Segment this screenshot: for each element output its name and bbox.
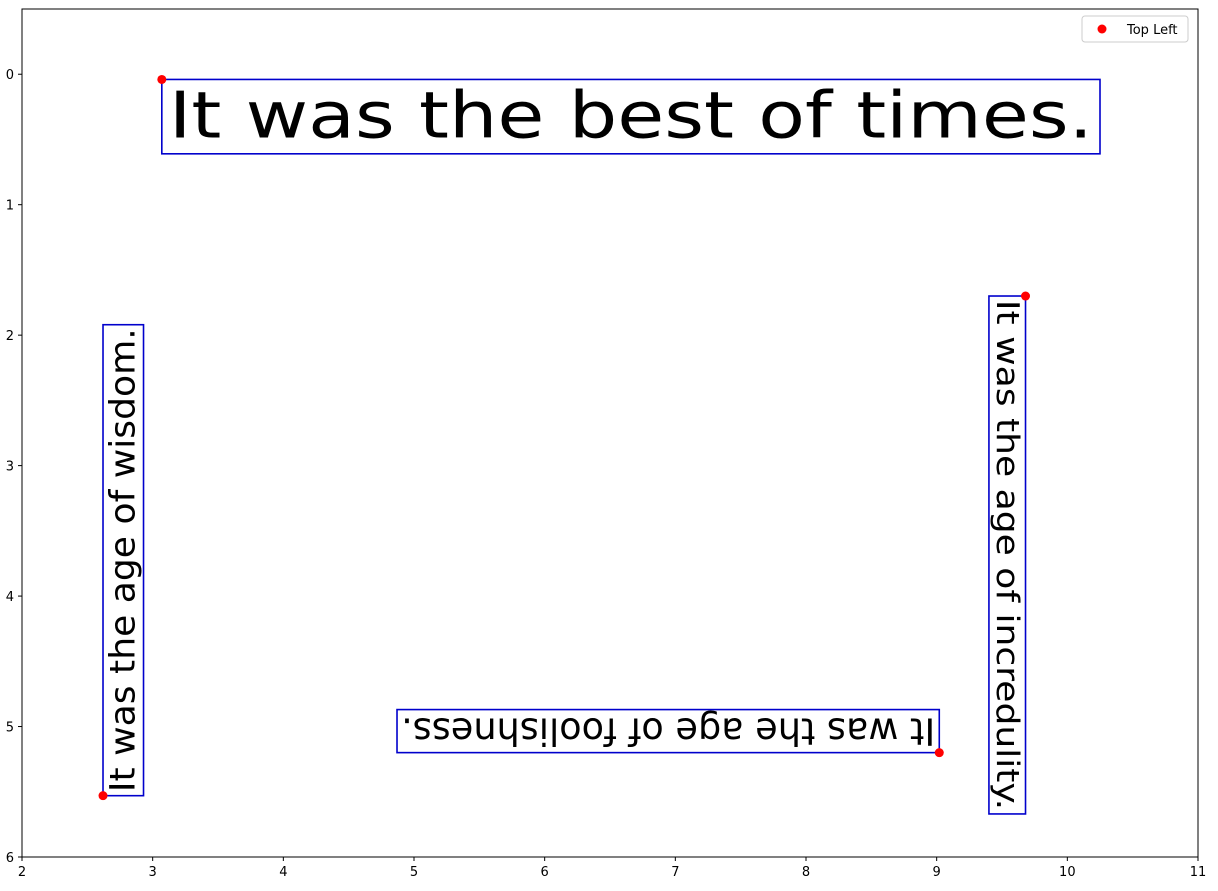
- x-tick-label: 4: [279, 865, 287, 880]
- y-tick-label: 5: [6, 721, 14, 736]
- phrase-text: It was the age of wisdom.: [103, 328, 143, 792]
- legend: Top Left: [1081, 15, 1189, 43]
- phrase-text: It was the best of times.: [169, 80, 1093, 154]
- text-boxes-layer: [102, 78, 1101, 815]
- phrase-text: It was the age of foolishness.: [401, 710, 935, 753]
- x-tick-label: 8: [802, 865, 810, 880]
- y-tick-label: 2: [6, 329, 14, 344]
- y-tick-label: 4: [6, 590, 14, 605]
- y-axis-ticks: 0 1 2 3 4 5 6: [6, 68, 22, 866]
- text-box: [396, 708, 941, 754]
- y-tick-label: 1: [6, 199, 14, 214]
- y-tick-label: 3: [6, 460, 14, 475]
- text-box: [161, 78, 1101, 155]
- x-tick-label: 9: [933, 865, 941, 880]
- legend-marker: [1097, 24, 1107, 34]
- x-tick-label: 5: [410, 865, 418, 880]
- text-box: [102, 323, 145, 797]
- x-axis-ticks: 2 3 4 5 6 7 8 9 10 11: [18, 857, 1206, 880]
- y-tick-label: 6: [6, 851, 14, 866]
- axes-frame: [21, 8, 1199, 858]
- top-left-point: [98, 791, 108, 801]
- x-tick-label: 6: [541, 865, 549, 880]
- text-box: [988, 295, 1027, 815]
- top-left-point: [934, 748, 944, 758]
- y-tick-label: 0: [6, 68, 14, 83]
- top-left-points-layer: [98, 74, 1031, 801]
- legend-label: Top Left: [1126, 23, 1178, 38]
- phrase-text: It was the age of incredulity.: [989, 300, 1025, 810]
- x-tick-label: 2: [18, 865, 26, 880]
- phrases-layer: It was the best of times. It was the age …: [103, 80, 1093, 810]
- x-tick-label: 11: [1190, 865, 1207, 880]
- top-left-point: [157, 74, 167, 84]
- x-tick-label: 10: [1059, 865, 1076, 880]
- x-tick-label: 7: [671, 865, 679, 880]
- x-tick-label: 3: [149, 865, 157, 880]
- legend-frame: [1081, 15, 1189, 43]
- top-left-point: [1021, 291, 1031, 301]
